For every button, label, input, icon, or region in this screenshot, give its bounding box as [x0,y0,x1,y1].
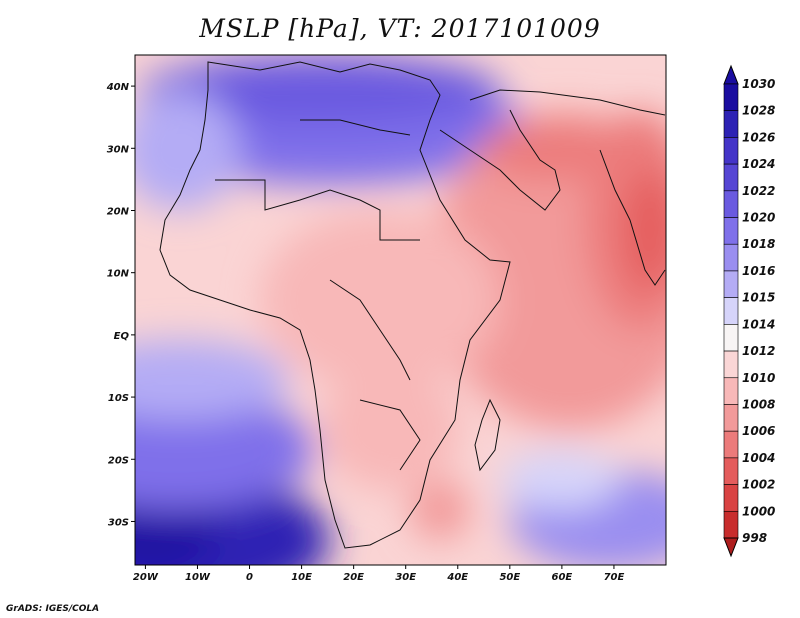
colorbar-swatch [723,484,739,512]
map-frame [134,54,667,566]
lat-tick-label: 30S [108,517,129,528]
lat-tick-label: 30N [107,144,130,155]
colorbar-label: 1024 [742,157,775,171]
footer-credit: GrADS: IGES/COLA [6,604,100,614]
colorbar-label: 1022 [742,184,775,198]
coastlines [159,61,666,549]
lat-tick-label: 20S [108,455,129,466]
latitude-axis: 40N 30N 20N 10N EQ 10S 20S 30S [106,82,135,528]
colorbar: 1030 1028 1026 1024 1022 1020 1018 1016 1015 1014… [723,64,775,558]
longitude-axis: 20W 10W 0 10E 20E 30E 40E 50E 60E 70E [133,565,625,583]
colorbar-label: 1004 [742,451,775,465]
colorbar-label: 998 [742,531,767,545]
colorbar-swatch [723,270,739,298]
colorbar-lower-extension [723,537,739,558]
colorbar-swatch [723,243,739,272]
colorbar-label: 1000 [742,504,775,518]
lon-tick-label: 50E [499,572,520,583]
colorbar-label: 1020 [742,211,775,225]
colorbar-label: 1008 [742,397,775,411]
colorbar-label: 1010 [742,371,775,385]
colorbar-label: 1026 [742,130,775,144]
colorbar-swatch [723,190,739,218]
lon-tick-label: 20W [133,572,159,583]
colorbar-swatch [723,163,739,192]
colorbar-swatch [723,404,739,432]
colorbar-swatch [723,137,739,165]
colorbar-swatch [723,324,739,352]
colorbar-label: 1012 [742,344,775,358]
lon-tick-label: 40E [446,572,468,583]
colorbar-label: 1006 [742,424,775,438]
colorbar-swatch [723,430,739,459]
lon-tick-label: 0 [246,572,253,583]
colorbar-swatch [723,377,739,405]
colorbar-label: 1028 [742,104,775,118]
lat-tick-label: EQ [114,331,130,342]
colorbar-swatch [723,110,739,138]
lat-tick-label: 40N [106,82,130,93]
colorbar-swatch [723,217,739,245]
lon-tick-label: 60E [552,572,573,583]
lat-tick-label: 10S [108,393,129,404]
colorbar-swatch [723,83,739,112]
map-title: MSLP [hPa], VT: 2017101009 [199,14,601,43]
colorbar-upper-extension [723,64,739,85]
colorbar-label: 1014 [742,317,775,331]
lat-tick-label: 10N [107,269,130,280]
colorbar-label: 1016 [742,264,775,278]
colorbar-swatch [723,350,739,379]
colorbar-swatch [723,297,739,325]
lon-tick-label: 20E [343,572,364,583]
colorbar-label: 1030 [742,77,775,91]
lon-tick-label: 10W [185,572,211,583]
lat-tick-label: 20N [107,206,130,217]
lon-tick-label: 30E [395,572,416,583]
lon-tick-label: 70E [604,572,625,583]
colorbar-swatch [723,510,739,539]
lon-tick-label: 10E [291,572,312,583]
colorbar-label: 1015 [742,291,775,305]
colorbar-label: 1002 [742,478,775,492]
colorbar-swatch [723,457,739,485]
pressure-field [135,55,666,565]
colorbar-label: 1018 [742,237,775,251]
